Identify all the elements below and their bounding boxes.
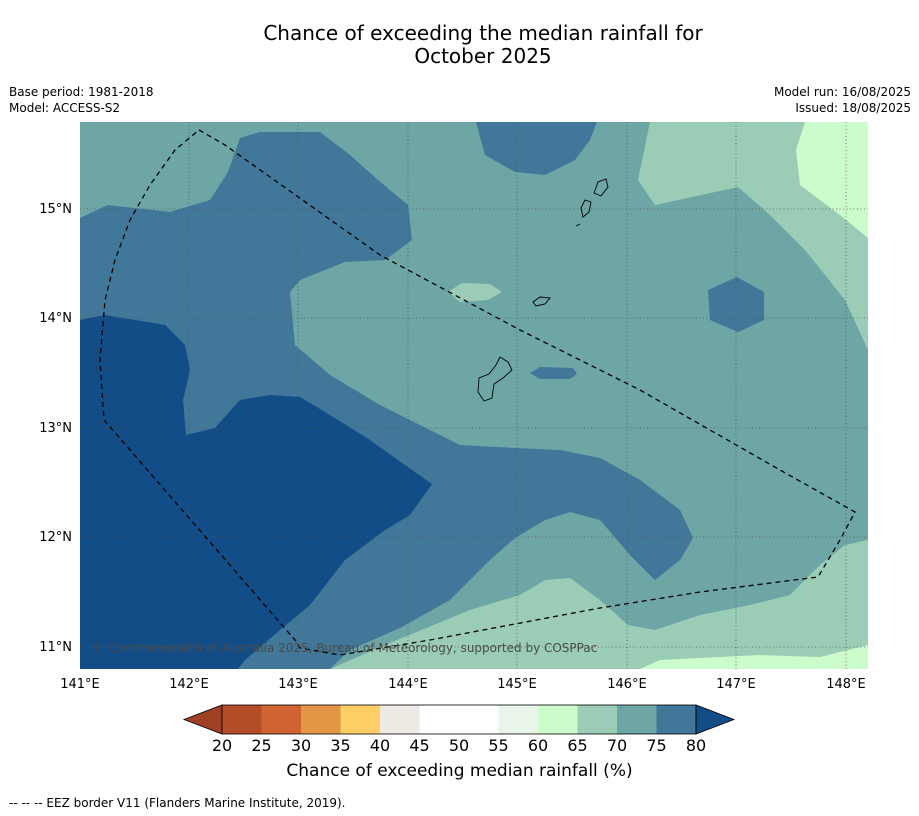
gridlines <box>80 122 868 669</box>
colorbar-tick-label: 40 <box>370 736 390 755</box>
colorbar-swatch <box>577 705 617 734</box>
band-75-80-small <box>530 367 577 379</box>
colorbar-tick-label: 70 <box>607 736 627 755</box>
colorbar-tick-label: 25 <box>251 736 271 755</box>
band-above-80-southwest <box>80 315 432 669</box>
lon-tick: 141°E <box>60 677 100 692</box>
lon-tick: 147°E <box>716 677 756 692</box>
colorbar-tick-label: 20 <box>212 736 232 755</box>
lon-tick: 146°E <box>607 677 647 692</box>
lat-tick: 14°N <box>39 311 72 326</box>
base-period-label: Base period: 1981-2018 <box>9 85 154 99</box>
rainfall-contours <box>80 122 868 669</box>
lat-tick: 11°N <box>39 640 72 655</box>
island-guam <box>477 356 513 402</box>
lat-tick: 13°N <box>39 421 72 436</box>
colorbar-swatch <box>656 705 696 734</box>
lon-tick: 144°E <box>388 677 428 692</box>
colorbar-tick-label: 35 <box>330 736 350 755</box>
blob-65-70-small <box>448 283 502 302</box>
band-75-80-north <box>476 122 597 175</box>
model-label: Model: ACCESS-S2 <box>9 101 121 115</box>
island-tinian <box>580 199 592 218</box>
island-rota <box>532 296 551 307</box>
colorbar-tick-label: 65 <box>567 736 587 755</box>
band-65-70-south <box>330 540 868 669</box>
colorbar-swatch <box>459 705 499 734</box>
colorbar: 20 25 30 35 40 45 50 55 60 65 70 75 80 <box>182 704 736 755</box>
colorbar-tick-label: 55 <box>488 736 508 755</box>
lon-tick-labels: 141°E 142°E 143°E 144°E 145°E 146°E 147°… <box>60 677 866 692</box>
colorbar-swatch <box>261 705 301 734</box>
meta-left: Base period: 1981-2018 Model: ACCESS-S2 <box>9 84 154 116</box>
lon-tick: 145°E <box>497 677 537 692</box>
eez-border <box>99 129 856 656</box>
colorbar-tick-label: 75 <box>646 736 666 755</box>
colorbar-swatch <box>340 705 380 734</box>
colorbar-frame <box>221 704 697 735</box>
lat-tick-labels: 15°N 14°N 13°N 12°N 11°N <box>39 202 72 655</box>
islands <box>477 178 609 402</box>
colorbar-swatch <box>498 705 538 734</box>
colorbar-tick-label: 60 <box>528 736 548 755</box>
copyright-notice: © Commonwealth of Australia 2025, Bureau… <box>92 641 597 655</box>
band-60-65-south <box>640 645 868 669</box>
colorbar-tick-label: 50 <box>449 736 469 755</box>
colorbar-swatch <box>617 705 657 734</box>
issued-label: Issued: 18/08/2025 <box>795 101 911 115</box>
colorbar-swatch <box>380 705 420 734</box>
chart-title: Chance of exceeding the median rainfall … <box>0 22 919 68</box>
colorbar-swatch <box>419 705 459 734</box>
title-line-1: Chance of exceeding the median rainfall … <box>263 21 703 45</box>
colorbar-extend-high <box>695 704 736 735</box>
meta-right: Model run: 16/08/2025 Issued: 18/08/2025 <box>774 84 911 116</box>
colorbar-swatch <box>301 705 341 734</box>
colorbar-swatch <box>222 705 262 734</box>
colorbar-swatch <box>538 705 578 734</box>
lat-tick: 12°N <box>39 530 72 545</box>
colorbar-title: Chance of exceeding median rainfall (%) <box>286 761 633 781</box>
title-line-2: October 2025 <box>414 44 552 68</box>
island-saipan <box>593 178 609 197</box>
island-aguijan <box>575 223 581 227</box>
colorbar-extend-low <box>182 704 223 735</box>
lon-tick: 148°E <box>826 677 866 692</box>
lon-tick: 142°E <box>169 677 209 692</box>
eez-legend-note: -- -- -- EEZ border V11 (Flanders Marine… <box>9 796 346 810</box>
colorbar-tick-label: 30 <box>291 736 311 755</box>
lat-tick: 15°N <box>39 202 72 217</box>
model-run-label: Model run: 16/08/2025 <box>773 85 911 99</box>
colorbar-tick-label: 80 <box>686 736 706 755</box>
colorbar-tick-label: 45 <box>409 736 429 755</box>
lon-tick: 143°E <box>278 677 318 692</box>
